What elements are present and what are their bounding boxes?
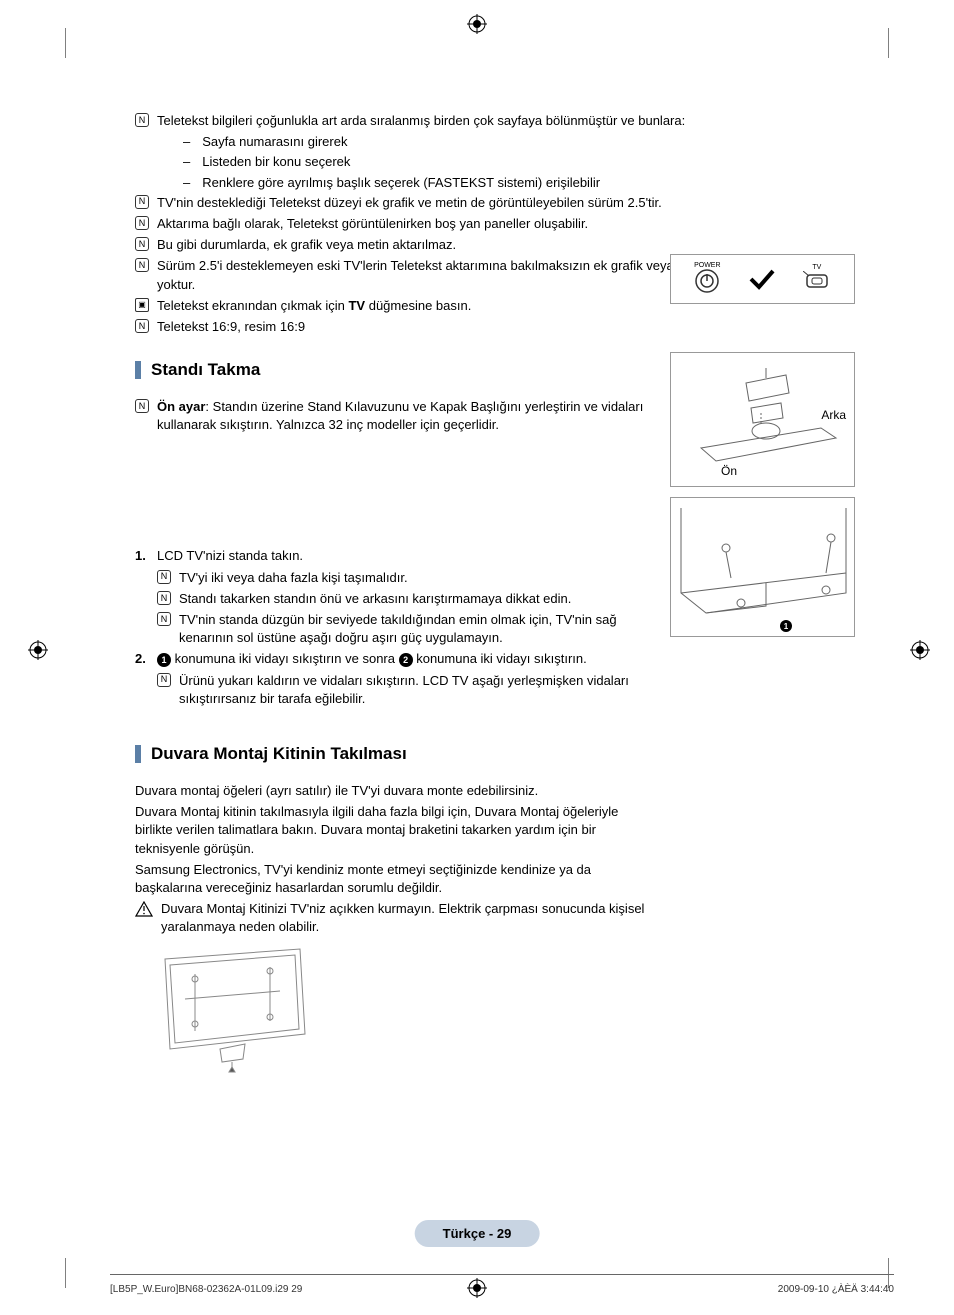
crop-corner-tl [65,28,95,58]
registration-mark-left [28,640,48,660]
circle-number-2: 2 [399,653,413,667]
heading-bar-icon [135,745,141,763]
wall-mount-figure [135,939,320,1079]
fig-label-front: Ön [721,464,737,478]
note-icon: N [157,673,171,687]
stand-assembly-figure: Arka Ön [670,352,855,487]
teletext-last-note: NTeletekst 16:9, resim 16:9 [135,318,855,336]
registration-mark-top [467,14,487,34]
registration-mark-bottom [467,1278,487,1298]
step1-note: NTV'yi iki veya daha fazla kişi taşımalı… [157,569,645,587]
power-label: POWER [694,262,720,269]
wallmount-para: Samsung Electronics, TV'yi kendiniz mont… [135,861,645,897]
note-icon: N [135,216,149,230]
wallmount-warning: Duvara Montaj Kitinizi TV'niz açıkken ku… [135,900,645,936]
warning-icon [135,901,153,917]
wallmount-para: Duvara montaj öğeleri (ayrı satılır) ile… [135,782,645,800]
step1-note: NStandı takarken standın önü ve arkasını… [157,590,645,608]
preset-note: N Ön ayar: Standın üzerine Stand Kılavuz… [135,398,645,434]
crop-line-top-right [888,28,890,58]
heading-text: Duvara Montaj Kitinin Takılması [151,744,407,764]
power-icon [695,269,719,293]
step1-note: NTV'nin standa düzgün bir seviyede takıl… [157,611,645,647]
teletext-sub-item: –Sayfa numarasını girerek [183,133,855,151]
circle-number-1: 1 [157,653,171,667]
note-icon: N [135,237,149,251]
registration-mark-right [910,640,930,660]
fig-label-back: Arka [821,408,846,422]
wallmount-para: Duvara Montaj kitinin takılmasıyla ilgil… [135,803,645,858]
tv-icon [803,271,831,291]
section-heading-wallmount: Duvara Montaj Kitinin Takılması [135,744,855,764]
teletext-sub-item: –Listeden bir konu seçerek [183,153,855,171]
teletext-note: NAktarıma bağlı olarak, Teletekst görünt… [135,215,855,233]
svg-text:1: 1 [784,622,789,631]
note-icon: N [157,570,171,584]
tv-screw-figure: 1 [670,497,855,637]
note-icon: N [135,319,149,333]
footer-timestamp: 2009-09-10 ¿ÀÈÄ 3:44:40 [778,1284,894,1295]
check-icon [747,267,777,291]
note-icon: N [135,195,149,209]
remote-buttons-figure: POWER TV [670,254,855,304]
step2-note: NÜrünü yukarı kaldırın ve vidaları sıkış… [157,672,645,708]
step-2: 2. 1 konumuna iki vidayı sıkıştırın ve s… [135,650,645,668]
teletext-note: NBu gibi durumlarda, ek grafik veya meti… [135,236,855,254]
note-icon: N [135,113,149,127]
note-icon: N [135,399,149,413]
teletext-intro-line: N Teletekst bilgileri çoğunlukla art ard… [135,112,855,130]
heading-bar-icon [135,361,141,379]
note-icon: N [135,258,149,272]
footer-doc-ref: [LB5P_W.Euro]BN68-02362A-01L09.i29 29 [110,1284,302,1295]
step-1: 1. LCD TV'nizi standa takın. [135,547,645,565]
button-icon: ▣ [135,298,149,312]
crop-line-bottom-left [65,1258,67,1288]
crop-line-top-left [65,28,67,58]
teletext-sub-item: –Renklere göre ayrılmış başlık seçerek (… [183,174,855,192]
footer-rule [110,1274,894,1275]
teletext-note: NTV'nin desteklediği Teletekst düzeyi ek… [135,194,855,212]
heading-text: Standı Takma [151,360,260,380]
note-icon: N [157,612,171,626]
footer-page-pill: Türkçe - 29 [415,1220,540,1247]
teletext-intro-text: Teletekst bilgileri çoğunlukla art arda … [157,112,685,130]
tv-label: TV [803,264,831,271]
note-icon: N [157,591,171,605]
